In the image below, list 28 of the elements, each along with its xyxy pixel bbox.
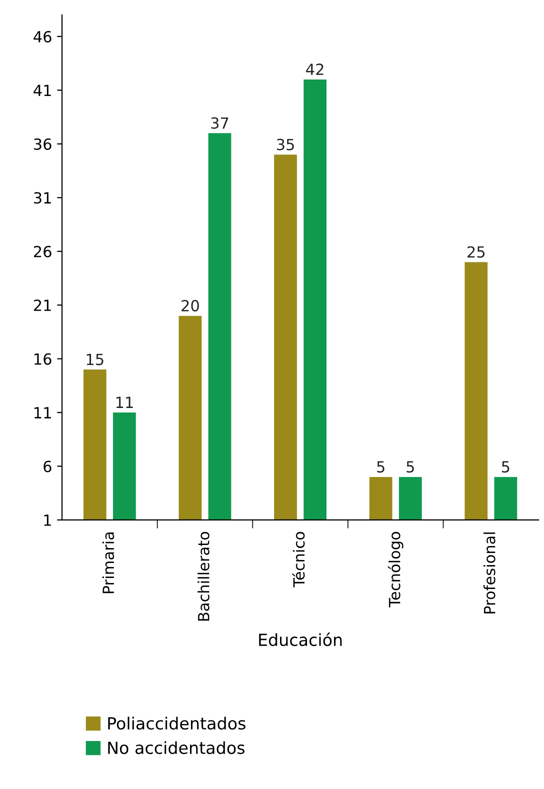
- data-label: 42: [306, 64, 324, 75]
- y-tick-label: 16: [34, 353, 52, 365]
- y-tick-label: 11: [34, 407, 51, 418]
- y-tick-label: 31: [34, 192, 51, 204]
- y-tick-label: 1: [44, 514, 51, 526]
- data-label: 37: [211, 117, 228, 129]
- x-tick-label: Bachillerato: [198, 532, 210, 621]
- y-tick-label: 21: [34, 300, 51, 311]
- data-label: 5: [406, 461, 414, 473]
- y-tick-label: 26: [34, 246, 52, 258]
- y-tick-label: 46: [34, 30, 52, 42]
- x-tick-label: Profesional: [484, 532, 496, 614]
- data-label: 20: [182, 300, 199, 312]
- data-label: 11: [116, 396, 133, 408]
- x-tick-label: Tecnólogo: [388, 532, 404, 608]
- y-tick-label: 6: [44, 460, 52, 472]
- x-tick-label: Técnico: [292, 532, 305, 588]
- data-label: 15: [86, 354, 104, 366]
- y-tick-label: 41: [34, 84, 51, 96]
- data-label: 35: [276, 138, 294, 150]
- legend-label: Poliaccidentados: [108, 716, 246, 730]
- x-axis-title: Educación: [259, 632, 342, 646]
- data-label: 25: [468, 246, 485, 258]
- legend-label: No accidentados: [108, 741, 244, 754]
- data-label: 5: [502, 461, 510, 473]
- y-tick-label: 36: [34, 138, 52, 150]
- x-tick-label: Primaria: [102, 532, 114, 594]
- data-label: 5: [377, 461, 384, 473]
